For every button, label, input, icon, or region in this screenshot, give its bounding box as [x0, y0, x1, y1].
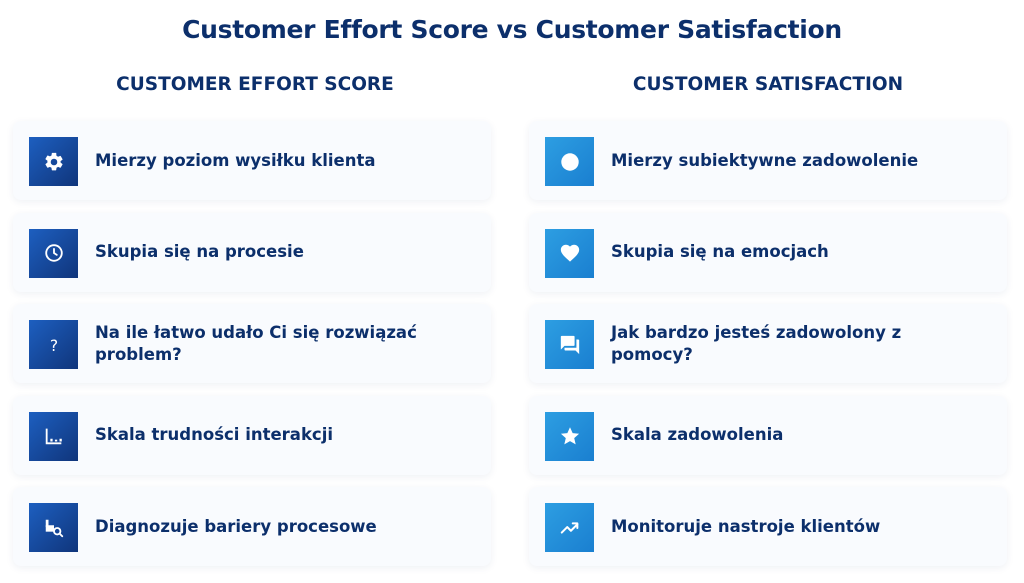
csat-column: Mierzy subiektywne zadowolenie Skupia si… — [529, 121, 1007, 579]
csat-card-emotions: Skupia się na emocjach — [529, 212, 1007, 292]
clock-icon — [29, 228, 78, 278]
bar-scale-icon — [29, 411, 78, 461]
ces-column: Mierzy poziom wysiłku klienta Skupia się… — [13, 121, 491, 579]
trend-up-icon — [545, 503, 594, 552]
ces-card-label: Na ile łatwo udało Ci się rozwiązać prob… — [95, 322, 417, 364]
gear-icon — [29, 137, 78, 186]
circle-icon — [545, 137, 594, 186]
ces-card-label: Mierzy poziom wysiłku klienta — [95, 150, 376, 170]
csat-card-monitor: Monitoruje nastroje klientów — [529, 487, 1007, 566]
question-icon: ? — [29, 320, 78, 369]
diagnose-search-icon — [29, 503, 78, 552]
ces-card-diagnose: Diagnozuje bariery procesowe — [13, 487, 491, 566]
csat-card-satisfaction: Mierzy subiektywne zadowolenie — [529, 121, 1007, 200]
ces-card-label: Skupia się na procesie — [95, 242, 304, 261]
ces-card-effort: Mierzy poziom wysiłku klienta — [13, 121, 491, 200]
ces-card-label: Diagnozuje bariery procesowe — [95, 516, 377, 536]
csat-card-question: Jak bardzo jesteś zadowolony z pomocy? — [529, 304, 1007, 383]
ces-card-scale: Skala trudności interakcji — [13, 395, 491, 475]
svg-text:?: ? — [49, 336, 57, 354]
csat-card-label: Mierzy subiektywne zadowolenie — [611, 150, 919, 170]
csat-card-scale: Skala zadowolenia — [529, 395, 1007, 475]
ces-card-process: Skupia się na procesie — [13, 212, 491, 292]
csat-card-label: Jak bardzo jesteś zadowolony z pomocy? — [611, 322, 902, 364]
chat-icon — [545, 320, 594, 369]
heart-icon — [545, 228, 594, 278]
ces-heading: CUSTOMER EFFORT SCORE — [116, 74, 394, 95]
csat-card-label: Skala zadowolenia — [611, 425, 784, 444]
csat-card-label: Monitoruje nastroje klientów — [611, 516, 881, 536]
star-icon — [545, 411, 594, 461]
csat-card-label: Skupia się na emocjach — [611, 242, 829, 261]
page-title: Customer Effort Score vs Customer Satisf… — [182, 15, 842, 44]
ces-card-label: Skala trudności interakcji — [95, 425, 334, 444]
ces-card-question: ? Na ile łatwo udało Ci się rozwiązać pr… — [13, 304, 491, 383]
csat-heading: CUSTOMER SATISFACTION — [632, 74, 904, 95]
